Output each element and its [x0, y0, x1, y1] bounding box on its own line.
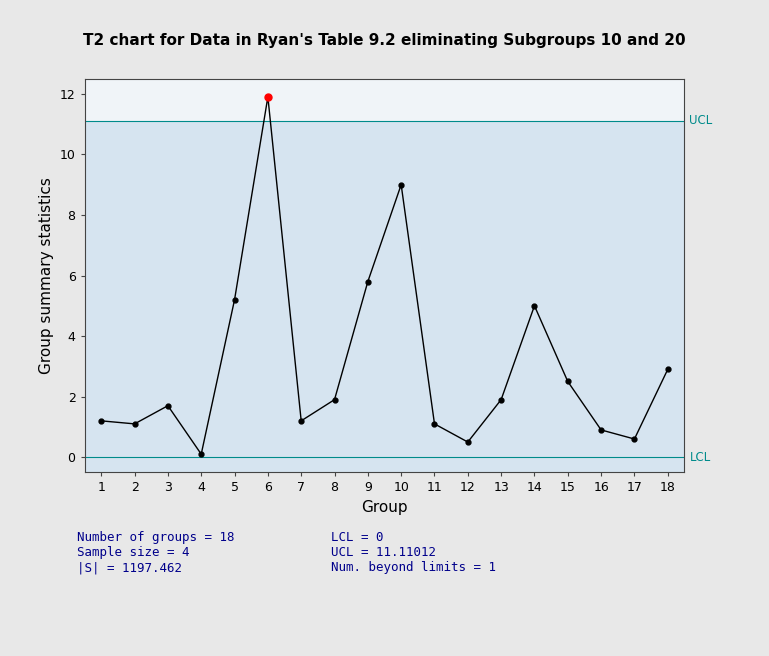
- Text: LCL: LCL: [690, 451, 711, 464]
- Text: Number of groups = 18
Sample size = 4
|S| = 1197.462: Number of groups = 18 Sample size = 4 |S…: [77, 531, 235, 575]
- Text: T2 chart for Data in Ryan's Table 9.2 eliminating Subgroups 10 and 20: T2 chart for Data in Ryan's Table 9.2 el…: [83, 33, 686, 48]
- Bar: [85, 79, 684, 121]
- X-axis label: Group: Group: [361, 500, 408, 515]
- Y-axis label: Group summary statistics: Group summary statistics: [39, 177, 54, 374]
- Text: UCL: UCL: [690, 114, 713, 127]
- Text: LCL = 0
UCL = 11.11012
Num. beyond limits = 1: LCL = 0 UCL = 11.11012 Num. beyond limit…: [331, 531, 496, 575]
